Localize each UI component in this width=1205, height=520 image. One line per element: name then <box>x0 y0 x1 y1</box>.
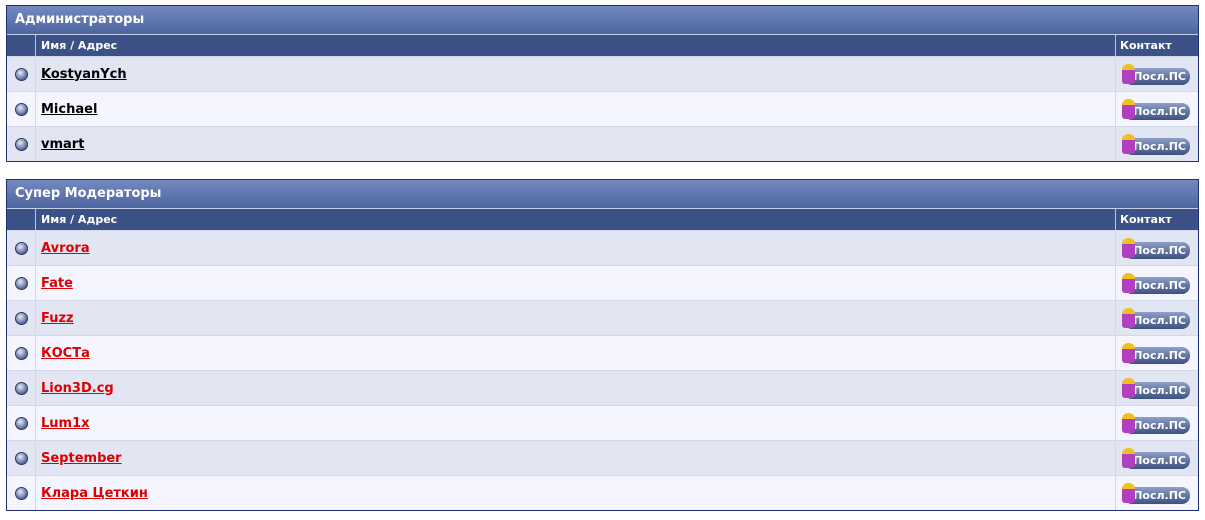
user-icon <box>1122 134 1135 154</box>
send-pm-button[interactable]: Посл.ПС <box>1120 132 1190 156</box>
user-icon <box>1122 378 1135 398</box>
member-row: Avrora Посл.ПС <box>7 230 1198 265</box>
user-icon <box>1122 448 1135 468</box>
member-row: Lion3D.cg Посл.ПС <box>7 370 1198 405</box>
member-link[interactable]: Fuzz <box>41 310 74 326</box>
pm-button-label: Посл.ПС <box>1124 487 1190 504</box>
status-icon <box>14 102 28 116</box>
pm-button-label: Посл.ПС <box>1124 347 1190 364</box>
name-column-header: Имя / Адрес <box>36 35 1116 56</box>
member-link[interactable]: Avrora <box>41 240 90 256</box>
status-icon <box>14 67 28 81</box>
column-header: Имя / Адрес Контакт <box>7 209 1198 230</box>
member-row: Fate Посл.ПС <box>7 265 1198 300</box>
group-table: Супер Модераторы Имя / Адрес Контакт Avr… <box>6 179 1199 511</box>
status-icon <box>14 241 28 255</box>
member-link[interactable]: KostyanYch <box>41 66 127 82</box>
user-icon <box>1122 483 1135 503</box>
send-pm-button[interactable]: Посл.ПС <box>1120 97 1190 121</box>
send-pm-button[interactable]: Посл.ПС <box>1120 376 1190 400</box>
status-icon <box>14 451 28 465</box>
user-icon <box>1122 238 1135 258</box>
member-link[interactable]: Fate <box>41 275 73 291</box>
member-link[interactable]: Клара Цеткин <box>41 485 148 501</box>
user-icon <box>1122 413 1135 433</box>
send-pm-button[interactable]: Посл.ПС <box>1120 306 1190 330</box>
group-table: Администраторы Имя / Адрес Контакт Kosty… <box>6 5 1199 162</box>
user-icon <box>1122 64 1135 84</box>
pm-button-label: Посл.ПС <box>1124 417 1190 434</box>
member-row: Michael Посл.ПС <box>7 91 1198 126</box>
user-icon <box>1122 99 1135 119</box>
name-column-header: Имя / Адрес <box>36 209 1116 230</box>
pm-button-label: Посл.ПС <box>1124 103 1190 120</box>
pm-button-label: Посл.ПС <box>1124 452 1190 469</box>
member-link[interactable]: Michael <box>41 101 98 117</box>
send-pm-button[interactable]: Посл.ПС <box>1120 341 1190 365</box>
contact-column-header: Контакт <box>1120 39 1172 52</box>
column-header: Имя / Адрес Контакт <box>7 35 1198 56</box>
member-row: vmart Посл.ПС <box>7 126 1198 161</box>
member-link[interactable]: September <box>41 450 122 466</box>
send-pm-button[interactable]: Посл.ПС <box>1120 271 1190 295</box>
member-link[interactable]: Lion3D.cg <box>41 380 114 396</box>
member-link[interactable]: Lum1x <box>41 415 90 431</box>
user-icon <box>1122 343 1135 363</box>
pm-button-label: Посл.ПС <box>1124 138 1190 155</box>
member-link[interactable]: vmart <box>41 136 85 152</box>
contact-column-header: Контакт <box>1120 213 1172 226</box>
member-link[interactable]: КОСТа <box>41 345 90 361</box>
user-icon <box>1122 308 1135 328</box>
member-row: September Посл.ПС <box>7 440 1198 475</box>
send-pm-button[interactable]: Посл.ПС <box>1120 446 1190 470</box>
send-pm-button[interactable]: Посл.ПС <box>1120 62 1190 86</box>
status-icon <box>14 486 28 500</box>
pm-button-label: Посл.ПС <box>1124 277 1190 294</box>
status-icon <box>14 381 28 395</box>
pm-button-label: Посл.ПС <box>1124 242 1190 259</box>
status-icon <box>14 311 28 325</box>
status-icon <box>14 416 28 430</box>
pm-button-label: Посл.ПС <box>1124 312 1190 329</box>
member-row: КОСТа Посл.ПС <box>7 335 1198 370</box>
user-icon <box>1122 273 1135 293</box>
send-pm-button[interactable]: Посл.ПС <box>1120 481 1190 505</box>
group-title: Администраторы <box>7 6 1198 35</box>
send-pm-button[interactable]: Посл.ПС <box>1120 236 1190 260</box>
status-icon <box>14 276 28 290</box>
group-title: Супер Модераторы <box>7 180 1198 209</box>
member-row: KostyanYch Посл.ПС <box>7 56 1198 91</box>
member-row: Клара Цеткин Посл.ПС <box>7 475 1198 510</box>
send-pm-button[interactable]: Посл.ПС <box>1120 411 1190 435</box>
member-row: Lum1x Посл.ПС <box>7 405 1198 440</box>
status-icon <box>14 346 28 360</box>
status-icon <box>14 137 28 151</box>
pm-button-label: Посл.ПС <box>1124 382 1190 399</box>
pm-button-label: Посл.ПС <box>1124 68 1190 85</box>
member-row: Fuzz Посл.ПС <box>7 300 1198 335</box>
